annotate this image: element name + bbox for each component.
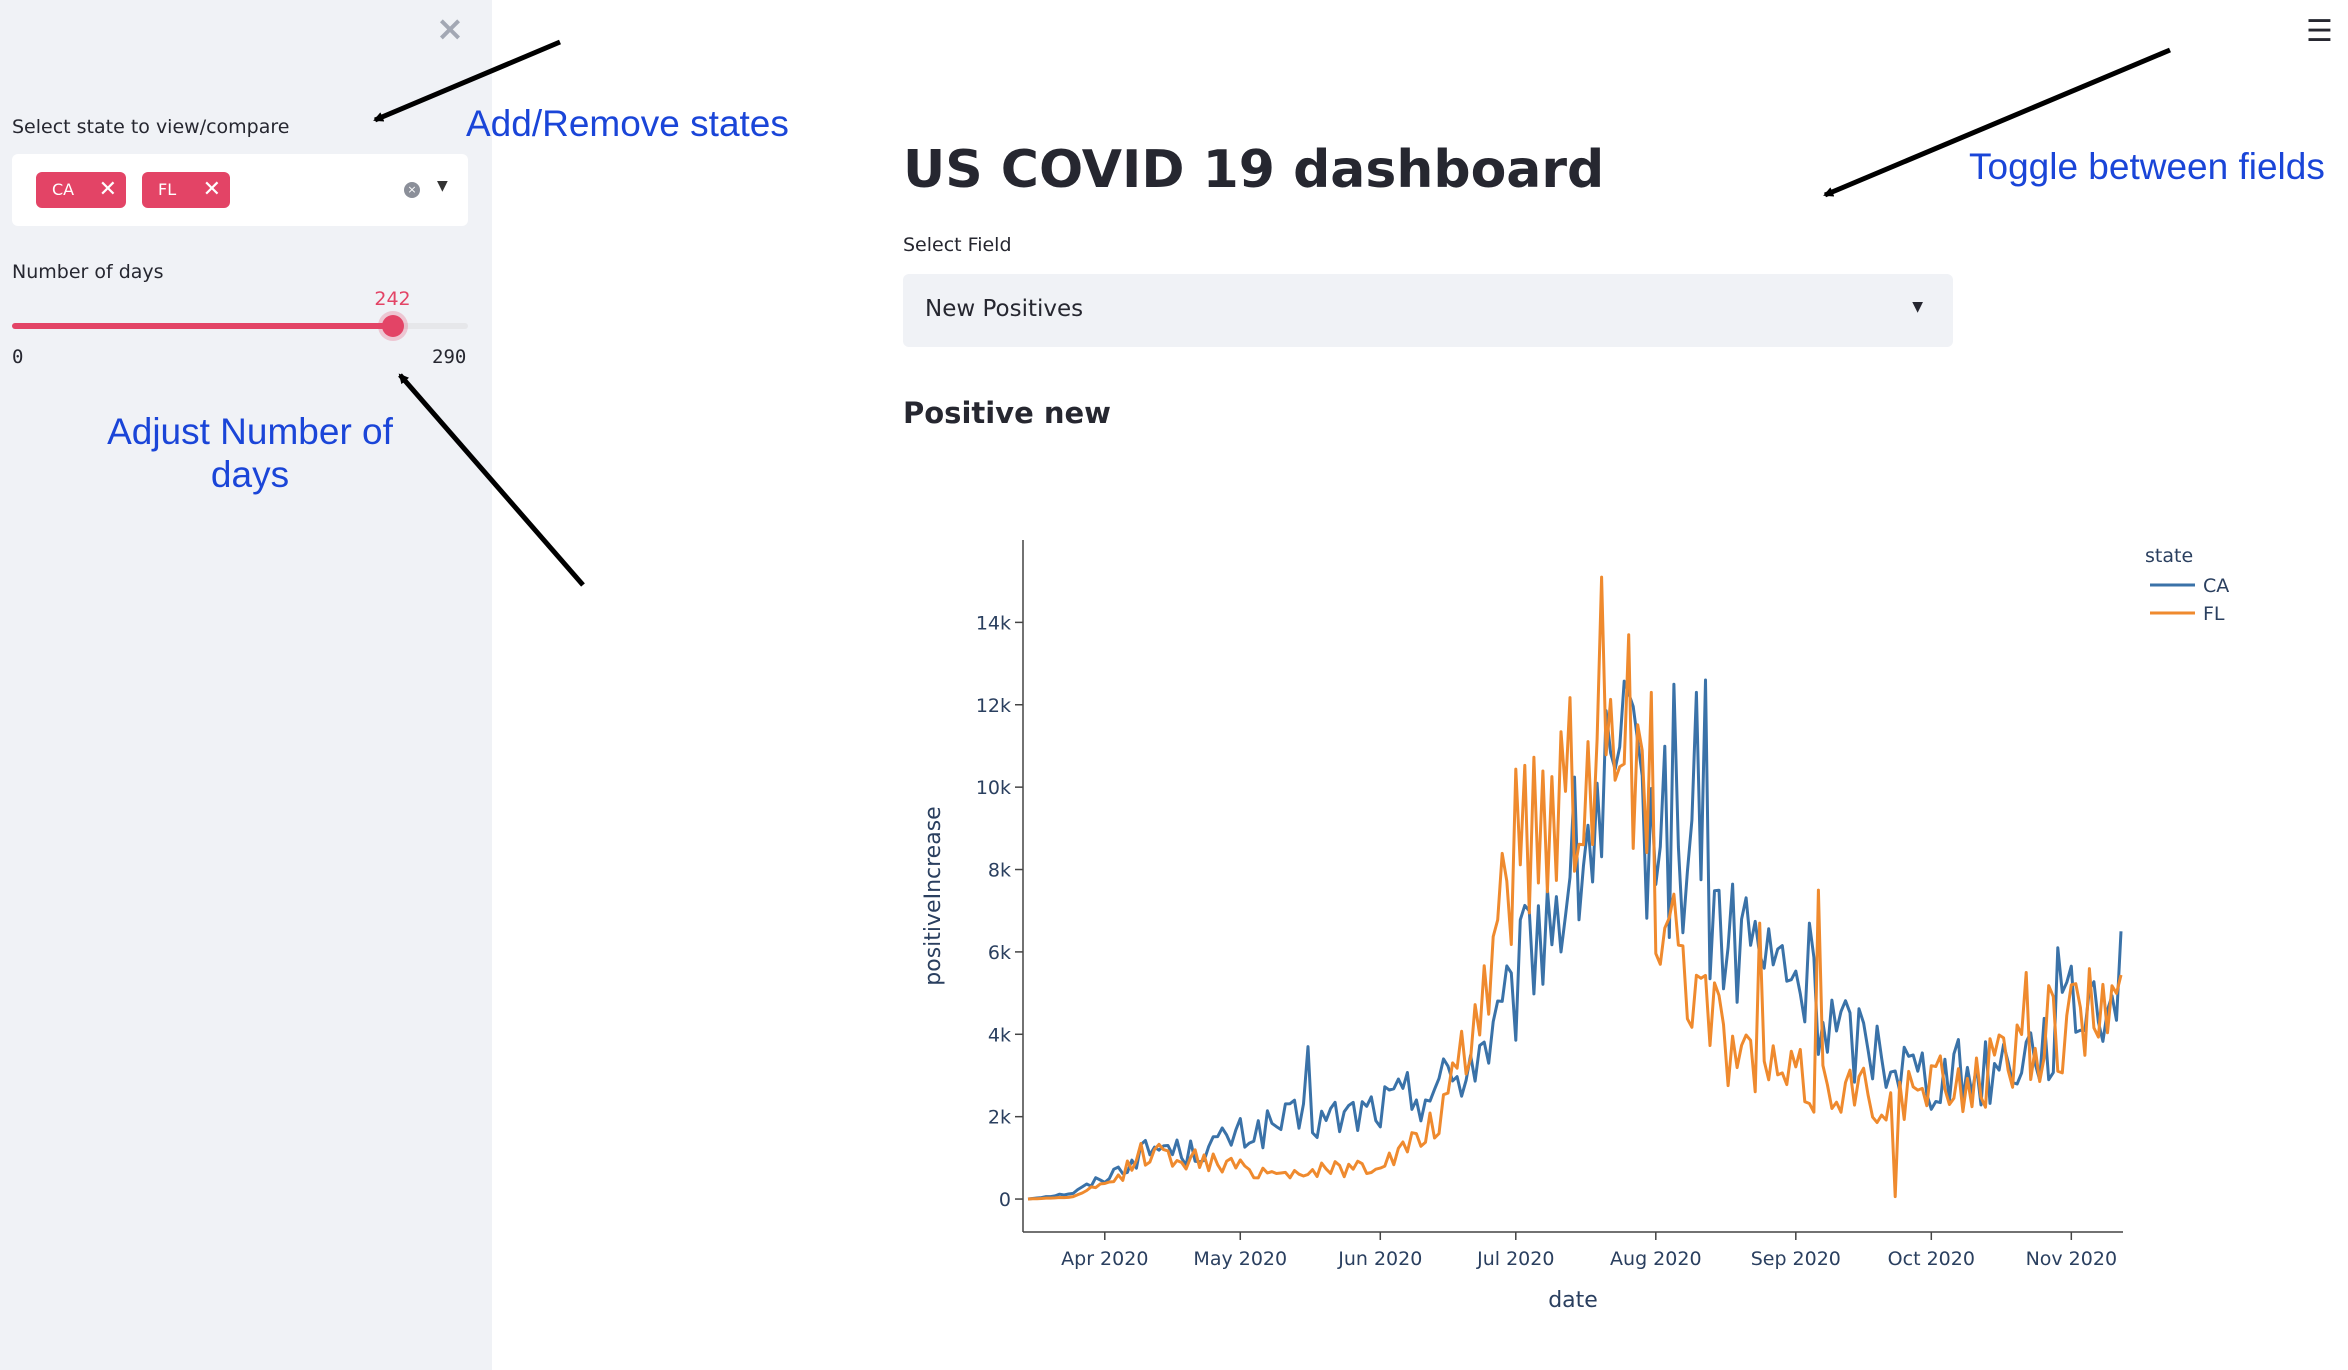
arrow-adjust-days [398, 373, 585, 587]
legend-title: state [2145, 545, 2193, 567]
y-tick-label: 0 [999, 1189, 1011, 1211]
y-tick-label: 4k [988, 1024, 1011, 1046]
y-tick-label: 8k [988, 860, 1011, 882]
hamburger-menu-icon[interactable]: ☰ [2306, 14, 2333, 49]
legend-label-ca: CA [2203, 575, 2229, 597]
y-axis-title: positiveIncrease [921, 806, 946, 985]
x-tick-label: Oct 2020 [1888, 1248, 1975, 1270]
x-tick-label: Sep 2020 [1751, 1248, 1841, 1270]
sidebar: × Select state to view/compare CA ✕ FL ✕… [0, 0, 492, 1370]
x-tick-label: Nov 2020 [2026, 1248, 2117, 1270]
state-multiselect[interactable]: CA ✕ FL ✕ × ▼ [12, 154, 468, 226]
remove-fl-icon[interactable]: ✕ [202, 177, 221, 202]
chart-heading: Positive new [903, 396, 1111, 430]
annotation-add-remove: Add/Remove states [466, 103, 789, 144]
arrow-toggle-fields [1823, 47, 2171, 198]
x-tick-label: Aug 2020 [1610, 1248, 1702, 1270]
x-tick-label: May 2020 [1193, 1248, 1287, 1270]
y-tick-label: 6k [988, 942, 1011, 964]
x-tick-label: Jul 2020 [1476, 1248, 1554, 1270]
state-chip-fl[interactable]: FL ✕ [142, 172, 230, 208]
y-tick-label: 14k [976, 612, 1011, 634]
field-select-label: Select Field [903, 234, 1012, 256]
annotation-adjust-days: Adjust Number of days [107, 411, 393, 495]
y-tick-label: 12k [976, 695, 1011, 717]
clear-circle-icon[interactable]: × [404, 182, 420, 198]
state-chip-label: CA [52, 180, 75, 199]
legend-label-fl: FL [2203, 603, 2225, 625]
field-select-value: New Positives [925, 296, 1084, 322]
x-tick-label: Jun 2020 [1337, 1248, 1422, 1270]
close-icon[interactable]: × [435, 9, 465, 49]
field-select[interactable]: New Positives ▼ [903, 274, 1953, 347]
x-axis-title: date [1548, 1288, 1598, 1313]
page-title: US COVID 19 dashboard [903, 140, 1605, 200]
annotation-toggle-fields: Toggle between fields [1969, 146, 2325, 187]
slider-value: 242 [374, 288, 411, 310]
days-label: Number of days [12, 261, 164, 283]
x-tick-label: Apr 2020 [1061, 1248, 1148, 1270]
arrow-add-remove [373, 39, 561, 123]
slider-max-label: 290 [432, 346, 467, 368]
remove-ca-icon[interactable]: ✕ [98, 177, 117, 202]
state-select-label: Select state to view/compare [12, 116, 290, 138]
y-tick-label: 10k [976, 777, 1011, 799]
y-tick-label: 2k [988, 1107, 1011, 1129]
series-line-ca [1027, 678, 2123, 1201]
caret-down-icon[interactable]: ▼ [437, 178, 448, 194]
days-slider-handle[interactable] [381, 315, 404, 337]
state-chip-ca[interactable]: CA ✕ [36, 172, 126, 208]
caret-down-icon[interactable]: ▼ [1912, 299, 1923, 315]
days-slider-fill [12, 323, 393, 329]
series-line-fl [1027, 575, 2123, 1201]
slider-min-label: 0 [12, 346, 24, 368]
state-chip-label: FL [158, 180, 177, 199]
days-slider-track[interactable] [12, 323, 468, 329]
